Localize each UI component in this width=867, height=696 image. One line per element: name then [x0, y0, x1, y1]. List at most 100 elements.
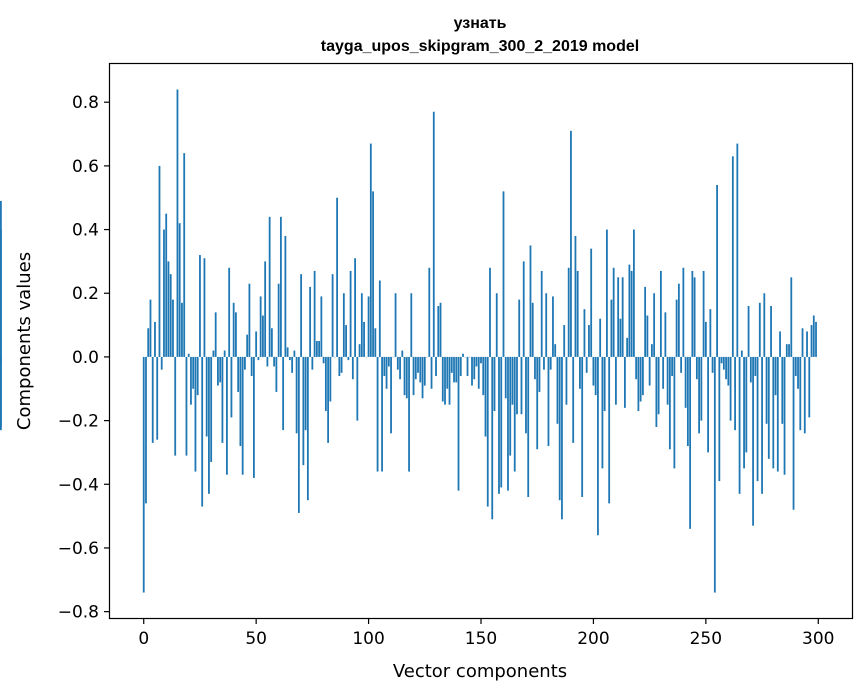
x-tick-label: 200	[577, 629, 609, 649]
bar	[590, 248, 593, 357]
bar	[410, 293, 413, 357]
bar	[783, 356, 786, 475]
bar	[264, 261, 267, 357]
bar	[448, 356, 451, 405]
bar	[437, 305, 440, 357]
bar	[286, 347, 289, 357]
bar	[608, 356, 611, 504]
bar	[369, 143, 372, 357]
bar	[781, 356, 784, 424]
bar	[324, 356, 327, 412]
bar	[538, 356, 541, 392]
bar	[358, 344, 361, 357]
bar	[522, 261, 525, 357]
bar	[340, 356, 343, 373]
x-axis-ticks: 0 50 100 150 200 250 300	[138, 618, 834, 649]
bar	[250, 356, 253, 377]
bar	[288, 356, 291, 361]
bar	[0, 229, 2, 357]
bar	[704, 321, 707, 357]
bar	[615, 356, 617, 405]
bar	[253, 356, 255, 478]
bar	[432, 111, 435, 357]
bar	[430, 356, 433, 389]
bar	[664, 312, 667, 357]
bar	[246, 334, 249, 357]
bar	[588, 325, 590, 357]
bar	[700, 356, 703, 421]
bar	[650, 344, 653, 357]
bar	[513, 356, 516, 472]
chart-title: узнать	[454, 15, 507, 32]
bar	[583, 309, 586, 357]
bar	[767, 356, 770, 459]
bar	[351, 356, 354, 380]
bar	[149, 299, 152, 357]
bar	[520, 356, 523, 415]
bar	[707, 356, 709, 453]
bar	[502, 191, 505, 357]
bar	[504, 356, 507, 399]
bar	[662, 356, 665, 389]
bar	[698, 356, 700, 434]
bar	[399, 356, 401, 380]
bar	[731, 156, 734, 357]
bar	[257, 356, 260, 361]
bar	[277, 283, 280, 357]
bar	[727, 356, 730, 386]
bar	[446, 356, 449, 389]
bar	[219, 356, 222, 383]
bar	[754, 356, 757, 377]
bar	[315, 341, 318, 357]
bar	[268, 216, 271, 357]
bar	[489, 267, 491, 357]
bar	[459, 356, 462, 377]
bar	[295, 356, 298, 434]
bar	[403, 356, 406, 396]
bar	[770, 305, 772, 357]
bar	[477, 356, 480, 389]
bar	[655, 356, 658, 427]
bar	[758, 302, 761, 357]
bar	[266, 356, 269, 367]
bar	[486, 356, 489, 507]
bar	[599, 318, 602, 357]
bar	[511, 356, 514, 405]
bar	[309, 286, 312, 357]
bar	[716, 184, 718, 357]
bar	[203, 258, 206, 357]
bar	[304, 356, 307, 431]
bar	[516, 356, 518, 415]
bar	[695, 356, 698, 380]
bar	[475, 356, 478, 367]
bar	[718, 356, 721, 482]
bar	[214, 312, 217, 357]
bar	[543, 356, 545, 370]
bar	[585, 356, 588, 373]
bar	[457, 356, 460, 491]
bar	[734, 356, 736, 431]
bar	[693, 277, 696, 357]
bar	[648, 356, 651, 386]
plot-frame	[108, 62, 854, 620]
bar	[644, 286, 647, 357]
bar	[428, 267, 431, 357]
bar	[675, 299, 678, 357]
x-axis-label: Vector components	[393, 661, 567, 682]
bar	[390, 356, 392, 434]
bar	[677, 283, 680, 357]
bar	[554, 344, 557, 357]
bar	[633, 229, 635, 357]
bar	[637, 356, 640, 412]
bar	[354, 258, 356, 357]
bar	[806, 331, 808, 357]
bar	[641, 356, 644, 396]
bar	[363, 321, 365, 357]
bar	[606, 229, 608, 357]
bar	[765, 356, 768, 424]
bar	[691, 270, 694, 357]
bar	[480, 356, 482, 364]
bar	[300, 274, 303, 357]
bar	[493, 356, 496, 412]
bar	[232, 302, 235, 357]
